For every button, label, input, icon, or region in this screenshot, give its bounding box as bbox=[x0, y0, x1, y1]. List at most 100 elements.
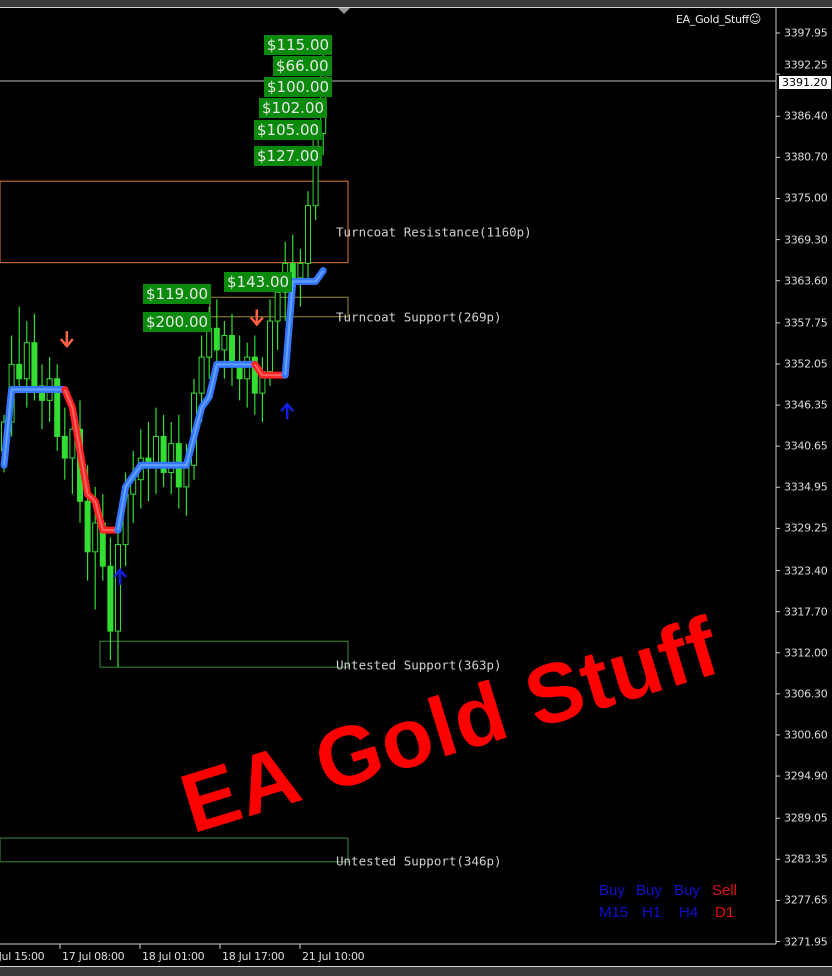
price-label: 3334.95 bbox=[784, 480, 828, 494]
indicator-title: EA_Gold_Stuff☺ bbox=[676, 12, 761, 26]
price-label: 3317.70 bbox=[784, 605, 828, 619]
trend-line-highlight bbox=[63, 389, 118, 532]
candle bbox=[130, 450, 137, 523]
candle-body bbox=[267, 320, 273, 373]
price-label: 3306.30 bbox=[784, 687, 828, 701]
candle bbox=[213, 299, 220, 372]
time-label: 16 Jul 15:00 bbox=[0, 950, 45, 963]
price-label: 3346.35 bbox=[784, 398, 828, 412]
price-label: 3357.75 bbox=[784, 316, 828, 330]
candle-body bbox=[244, 356, 251, 380]
window-top-bar bbox=[0, 0, 832, 7]
profit-label: $200.00 bbox=[143, 312, 212, 332]
candle-body bbox=[289, 262, 296, 279]
price-label: 3323.40 bbox=[784, 564, 828, 578]
candle bbox=[251, 335, 258, 415]
zone-label-untested-support: Untested Support(363p) bbox=[336, 657, 502, 673]
candle-body bbox=[251, 356, 258, 394]
candle bbox=[16, 306, 23, 394]
time-label: 17 Jul 08:00 bbox=[62, 950, 125, 963]
price-label: 3300.60 bbox=[784, 728, 828, 742]
price-label: 3271.95 bbox=[784, 935, 828, 949]
candle bbox=[145, 422, 152, 502]
chart-shift-marker[interactable] bbox=[338, 8, 350, 14]
signal-action: Buy bbox=[674, 882, 700, 899]
candle bbox=[61, 407, 68, 480]
price-label: 3369.30 bbox=[784, 233, 828, 247]
price-label: 3397.95 bbox=[784, 26, 828, 40]
signal-timeframe: H1 bbox=[642, 904, 662, 921]
smiley-face-icon[interactable]: ☺ bbox=[748, 12, 762, 26]
candle bbox=[160, 414, 167, 487]
candle-body bbox=[221, 334, 228, 351]
candle-body bbox=[61, 435, 68, 459]
time-label: 21 Jul 10:00 bbox=[302, 950, 365, 963]
signal-timeframe: D1 bbox=[715, 904, 735, 921]
price-label: 3363.60 bbox=[784, 274, 828, 288]
candle-body bbox=[107, 565, 114, 632]
candle bbox=[31, 313, 38, 401]
sell-arrow-icon bbox=[59, 331, 74, 349]
candle-body bbox=[213, 327, 220, 351]
price-label: 3380.70 bbox=[784, 150, 828, 164]
candle bbox=[236, 335, 243, 401]
signal-action: Sell bbox=[712, 882, 738, 899]
price-label: 3340.65 bbox=[784, 439, 828, 453]
candle-body bbox=[198, 356, 205, 394]
candle bbox=[244, 342, 251, 408]
candle-body bbox=[23, 342, 30, 380]
trend-line-highlight bbox=[117, 363, 255, 531]
candle-body bbox=[305, 205, 311, 264]
price-label: 3289.05 bbox=[784, 811, 828, 825]
signal-timeframe: H4 bbox=[679, 904, 699, 921]
candle bbox=[305, 191, 311, 278]
current-price-label: 3391.20 bbox=[778, 75, 832, 90]
candle-body bbox=[168, 443, 175, 473]
window-bottom-bar bbox=[0, 966, 832, 976]
candle-body bbox=[16, 363, 23, 380]
zone-support bbox=[99, 640, 349, 668]
indicator-name: EA_Gold_Stuff bbox=[676, 13, 749, 26]
buy-arrow-icon bbox=[113, 568, 127, 586]
candle-body bbox=[312, 133, 319, 207]
sell-arrow-icon bbox=[249, 309, 264, 327]
candle bbox=[99, 494, 106, 581]
candle-body bbox=[69, 428, 76, 459]
candle-body bbox=[39, 385, 45, 401]
candle bbox=[23, 321, 30, 408]
signal-timeframe: M15 bbox=[599, 904, 629, 921]
candle-body bbox=[160, 435, 167, 473]
price-label: 3283.35 bbox=[784, 852, 828, 866]
zone-label-untested-support: Untested Support(346p) bbox=[336, 853, 502, 869]
profit-label: $102.00 bbox=[259, 98, 328, 118]
profit-label: $115.00 bbox=[264, 35, 333, 55]
profit-label: $66.00 bbox=[273, 56, 332, 76]
zone-label-turncoat-support: Turncoat Support(269p) bbox=[336, 309, 502, 325]
candle-body bbox=[115, 544, 121, 632]
profit-label: $105.00 bbox=[254, 120, 323, 140]
price-label: 3352.05 bbox=[784, 357, 828, 371]
candle-body bbox=[297, 262, 304, 279]
candle bbox=[221, 321, 228, 379]
candle bbox=[267, 299, 273, 386]
time-label: 18 Jul 17:00 bbox=[222, 950, 285, 963]
zone-resistance bbox=[0, 180, 349, 264]
candle-body bbox=[92, 522, 99, 553]
candle-body bbox=[54, 378, 61, 437]
candle-body bbox=[153, 435, 159, 466]
time-label: 18 Jul 01:00 bbox=[142, 950, 205, 963]
candle-body bbox=[274, 291, 281, 322]
candle-body bbox=[206, 327, 213, 358]
price-label: 3392.25 bbox=[784, 58, 828, 72]
profit-label: $127.00 bbox=[254, 146, 323, 166]
profit-label: $100.00 bbox=[264, 77, 333, 97]
candle-body bbox=[229, 334, 235, 365]
top-divider bbox=[0, 7, 832, 8]
candle bbox=[39, 364, 45, 430]
profit-label: $119.00 bbox=[143, 284, 212, 304]
price-label: 3312.00 bbox=[784, 646, 828, 660]
price-label: 3386.40 bbox=[784, 109, 828, 123]
candle bbox=[69, 414, 76, 495]
price-label: 3375.00 bbox=[784, 191, 828, 205]
